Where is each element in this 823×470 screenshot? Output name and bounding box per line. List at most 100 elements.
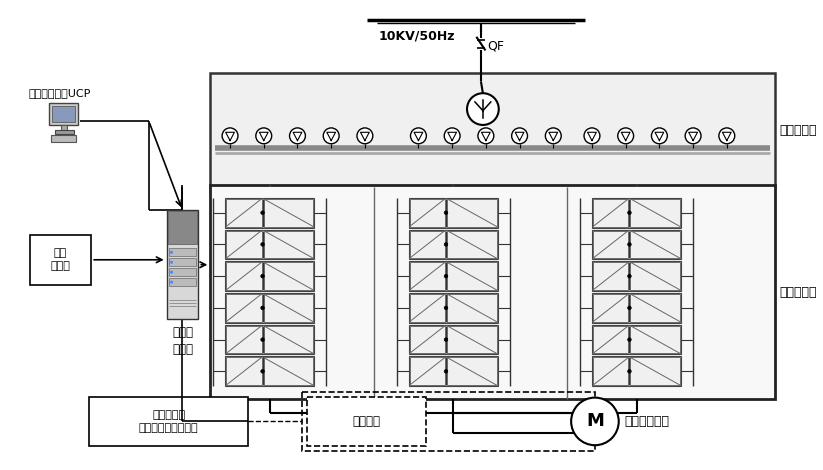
- Circle shape: [444, 369, 448, 373]
- Bar: [225, 261, 314, 291]
- Circle shape: [261, 306, 264, 310]
- Bar: [410, 199, 445, 227]
- Bar: [210, 73, 775, 188]
- Bar: [408, 261, 498, 291]
- Bar: [410, 294, 445, 322]
- Bar: [592, 198, 681, 227]
- Bar: [89, 397, 248, 446]
- Circle shape: [628, 369, 631, 373]
- Bar: [166, 210, 198, 319]
- Bar: [630, 326, 680, 353]
- Bar: [593, 358, 629, 385]
- Text: 辅助系统: 辅助系统: [353, 415, 381, 428]
- Circle shape: [261, 369, 264, 373]
- Bar: [593, 294, 629, 322]
- Bar: [410, 358, 445, 385]
- Text: 10KV/50Hz: 10KV/50Hz: [379, 29, 454, 42]
- Circle shape: [261, 274, 264, 278]
- Bar: [593, 326, 629, 353]
- Text: QF: QF: [487, 39, 504, 53]
- Bar: [592, 293, 681, 323]
- Circle shape: [571, 398, 619, 445]
- Bar: [593, 262, 629, 290]
- Bar: [49, 103, 78, 125]
- Bar: [630, 199, 680, 227]
- Bar: [447, 358, 497, 385]
- Circle shape: [444, 306, 448, 310]
- Bar: [447, 231, 497, 259]
- Bar: [225, 229, 314, 259]
- Bar: [52, 106, 76, 122]
- Circle shape: [628, 243, 631, 246]
- Circle shape: [411, 128, 426, 144]
- Bar: [447, 262, 497, 290]
- Circle shape: [444, 243, 448, 246]
- Bar: [447, 199, 497, 227]
- Bar: [630, 294, 680, 322]
- Bar: [408, 229, 498, 259]
- Circle shape: [628, 306, 631, 310]
- Circle shape: [628, 211, 631, 214]
- Bar: [630, 358, 680, 385]
- Circle shape: [584, 128, 600, 144]
- Bar: [226, 231, 262, 259]
- Circle shape: [222, 128, 238, 144]
- Bar: [263, 199, 314, 227]
- Text: 隔离变压器: 隔离变压器: [779, 124, 817, 137]
- Bar: [630, 231, 680, 259]
- Bar: [168, 211, 198, 244]
- Bar: [169, 258, 197, 266]
- Bar: [169, 278, 197, 286]
- Bar: [226, 358, 262, 385]
- Bar: [630, 262, 680, 290]
- Circle shape: [357, 128, 373, 144]
- Circle shape: [546, 128, 561, 144]
- Bar: [263, 262, 314, 290]
- Bar: [169, 268, 197, 276]
- Circle shape: [652, 128, 667, 144]
- Bar: [225, 356, 314, 386]
- Text: M: M: [586, 412, 604, 431]
- Circle shape: [323, 128, 339, 144]
- Bar: [263, 326, 314, 353]
- Circle shape: [444, 338, 448, 341]
- Circle shape: [467, 93, 499, 125]
- Bar: [410, 326, 445, 353]
- Circle shape: [170, 261, 173, 264]
- Circle shape: [478, 128, 494, 144]
- Text: 变频器
控制柜: 变频器 控制柜: [172, 326, 193, 356]
- Circle shape: [618, 128, 634, 144]
- Bar: [447, 294, 497, 322]
- Bar: [307, 397, 426, 446]
- Bar: [593, 231, 629, 259]
- Text: 中压变频器: 中压变频器: [779, 285, 817, 298]
- Text: 防爆异步电机: 防爆异步电机: [625, 415, 670, 428]
- Bar: [226, 199, 262, 227]
- Bar: [408, 198, 498, 227]
- Circle shape: [170, 271, 173, 274]
- Bar: [408, 293, 498, 323]
- Bar: [408, 356, 498, 386]
- Bar: [226, 294, 262, 322]
- Circle shape: [261, 243, 264, 246]
- Circle shape: [261, 211, 264, 214]
- Bar: [410, 231, 445, 259]
- Bar: [54, 130, 74, 134]
- Bar: [263, 231, 314, 259]
- Bar: [263, 358, 314, 385]
- Text: 机组控制系统UCP: 机组控制系统UCP: [28, 88, 91, 98]
- Circle shape: [444, 274, 448, 278]
- Circle shape: [686, 128, 701, 144]
- Bar: [226, 326, 262, 353]
- Circle shape: [444, 128, 460, 144]
- Text: 现场控制盘
（机旁防爆控制筱）: 现场控制盘 （机旁防爆控制筱）: [139, 410, 198, 433]
- Circle shape: [628, 338, 631, 341]
- Bar: [410, 262, 445, 290]
- Circle shape: [261, 338, 264, 341]
- Bar: [210, 186, 775, 399]
- Bar: [225, 293, 314, 323]
- Bar: [302, 392, 595, 451]
- Circle shape: [512, 128, 528, 144]
- Circle shape: [290, 128, 305, 144]
- Bar: [225, 198, 314, 227]
